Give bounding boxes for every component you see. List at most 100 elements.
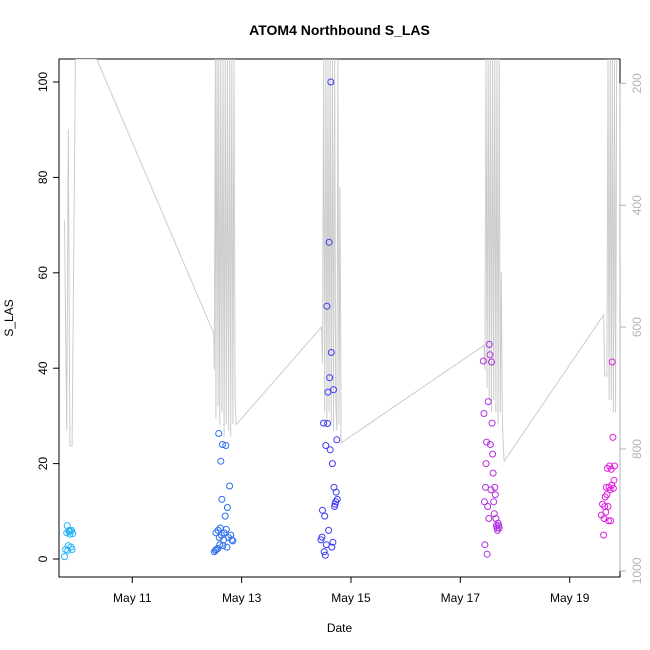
data-point-s5-9 [603,491,611,499]
data-point-s2-5 [214,545,222,552]
data-point-s1-1 [61,553,68,561]
y2-tick-label-400: 400 [630,195,644,215]
data-point-s2-14 [219,441,226,448]
data-point-s5-16 [607,517,615,525]
data-point-s2-24 [226,482,234,490]
secondary-depth-axis: 200 400 600 800 1000 [619,73,644,584]
data-point-s5-23 [611,462,618,470]
data-point-s3-7 [321,551,329,559]
data-point-s3-3 [319,506,326,514]
y2-tick-label-800: 800 [630,439,644,459]
data-point-s2-19 [222,442,230,449]
data-point-s5-20 [609,433,617,441]
data-point-s4-3 [480,498,488,506]
data-point-s2-27 [229,537,237,545]
data-point-s1-10 [67,527,74,535]
data-point-s4-14 [486,441,494,448]
y-tick-label-60: 60 [36,266,50,280]
data-point-s4-9 [484,503,492,510]
data-point-s3-21 [329,538,337,546]
data-point-s2-6 [214,526,222,534]
data-point-s2-4 [213,546,220,553]
y-tick-label-80: 80 [36,170,50,184]
data-point-s1-9 [66,530,74,538]
data-point-s5-12 [605,517,612,525]
y-tick-label-0: 0 [36,555,50,562]
data-point-s2-7 [215,430,223,437]
data-point-s3-18 [327,349,335,356]
x-tick-label-11: May 11 [113,591,152,605]
x-axis: May 11 May 13 May 15 May 17 May 19 [113,576,590,605]
data-point-s4-1 [479,357,487,365]
data-point-s5-3 [600,531,608,539]
data-point-s4-23 [491,491,499,499]
data-point-s1-14 [69,530,77,538]
data-point-s2-11 [217,457,225,465]
data-point-s2-26 [228,536,236,544]
y2-tick-label-600: 600 [630,317,644,337]
data-points-layer [61,78,618,561]
data-point-s4-7 [483,438,491,446]
data-point-s5-22 [610,476,618,484]
data-point-s3-4 [320,419,328,427]
data-point-s4-21 [490,510,498,518]
data-point-s4-12 [485,340,493,348]
data-point-s3-13 [325,526,333,534]
data-point-s4-6 [482,460,490,468]
x-tick-label-13: May 13 [222,591,262,605]
data-point-s4-8 [483,550,491,558]
data-point-s4-13 [486,351,494,359]
data-point-s3-16 [326,446,334,454]
data-point-s3-6 [321,512,329,520]
data-point-s4-2 [480,410,488,417]
chart-title: ATOM4 Northbound S_LAS [249,22,430,38]
data-point-s3-5 [320,548,328,556]
data-point-s5-14 [606,462,614,470]
data-point-s4-20 [490,498,498,506]
data-point-s1-13 [68,546,76,553]
data-point-s4-16 [488,358,495,366]
data-point-s5-21 [609,484,617,492]
data-point-s4-18 [489,450,497,458]
y-tick-label-40: 40 [36,361,50,375]
data-point-s3-29 [333,495,341,503]
x-tick-label-17: May 17 [441,591,481,605]
data-point-s4-11 [485,515,493,522]
depth-trace-line [64,59,618,463]
data-point-s2-22 [223,504,231,511]
y2-tick-label-1000: 1000 [630,557,644,584]
data-point-s5-19 [608,358,616,366]
data-point-s1-12 [68,526,76,534]
data-point-s5-11 [604,503,612,510]
y-tick-label-20: 20 [36,457,50,471]
data-point-s5-15 [606,486,614,494]
data-point-s3-15 [326,374,334,382]
y-axis-label: S_LAS [2,299,16,336]
data-point-s3-19 [328,543,336,551]
data-point-s2-25 [227,531,235,539]
data-point-s4-30 [495,524,503,532]
data-point-s3-11 [324,420,331,427]
data-point-s3-10 [323,302,331,310]
data-point-s2-18 [221,512,229,520]
data-point-s3-17 [327,78,335,86]
x-tick-label-15: May 15 [331,591,371,605]
data-point-s3-27 [332,488,340,496]
data-point-s2-2 [211,546,219,554]
data-point-s2-21 [223,543,231,551]
data-point-s4-15 [487,486,495,494]
data-point-s3-2 [318,533,326,541]
data-point-s2-20 [222,525,230,533]
data-point-s4-19 [489,469,497,477]
data-point-s3-14 [325,238,333,246]
data-point-s3-8 [322,442,330,449]
data-point-s4-4 [481,541,489,549]
x-tick-label-19: May 19 [550,591,590,605]
data-point-s3-20 [328,460,336,468]
data-point-s4-17 [488,419,496,427]
y-axis: 0 20 40 60 80 100 [36,72,60,562]
y-tick-label-100: 100 [36,72,50,92]
data-point-s5-7 [602,508,610,516]
data-point-s4-10 [484,398,492,406]
